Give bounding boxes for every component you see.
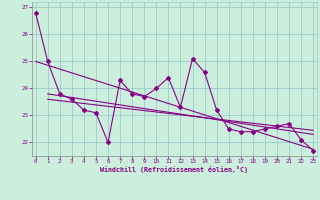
X-axis label: Windchill (Refroidissement éolien,°C): Windchill (Refroidissement éolien,°C): [100, 166, 248, 173]
